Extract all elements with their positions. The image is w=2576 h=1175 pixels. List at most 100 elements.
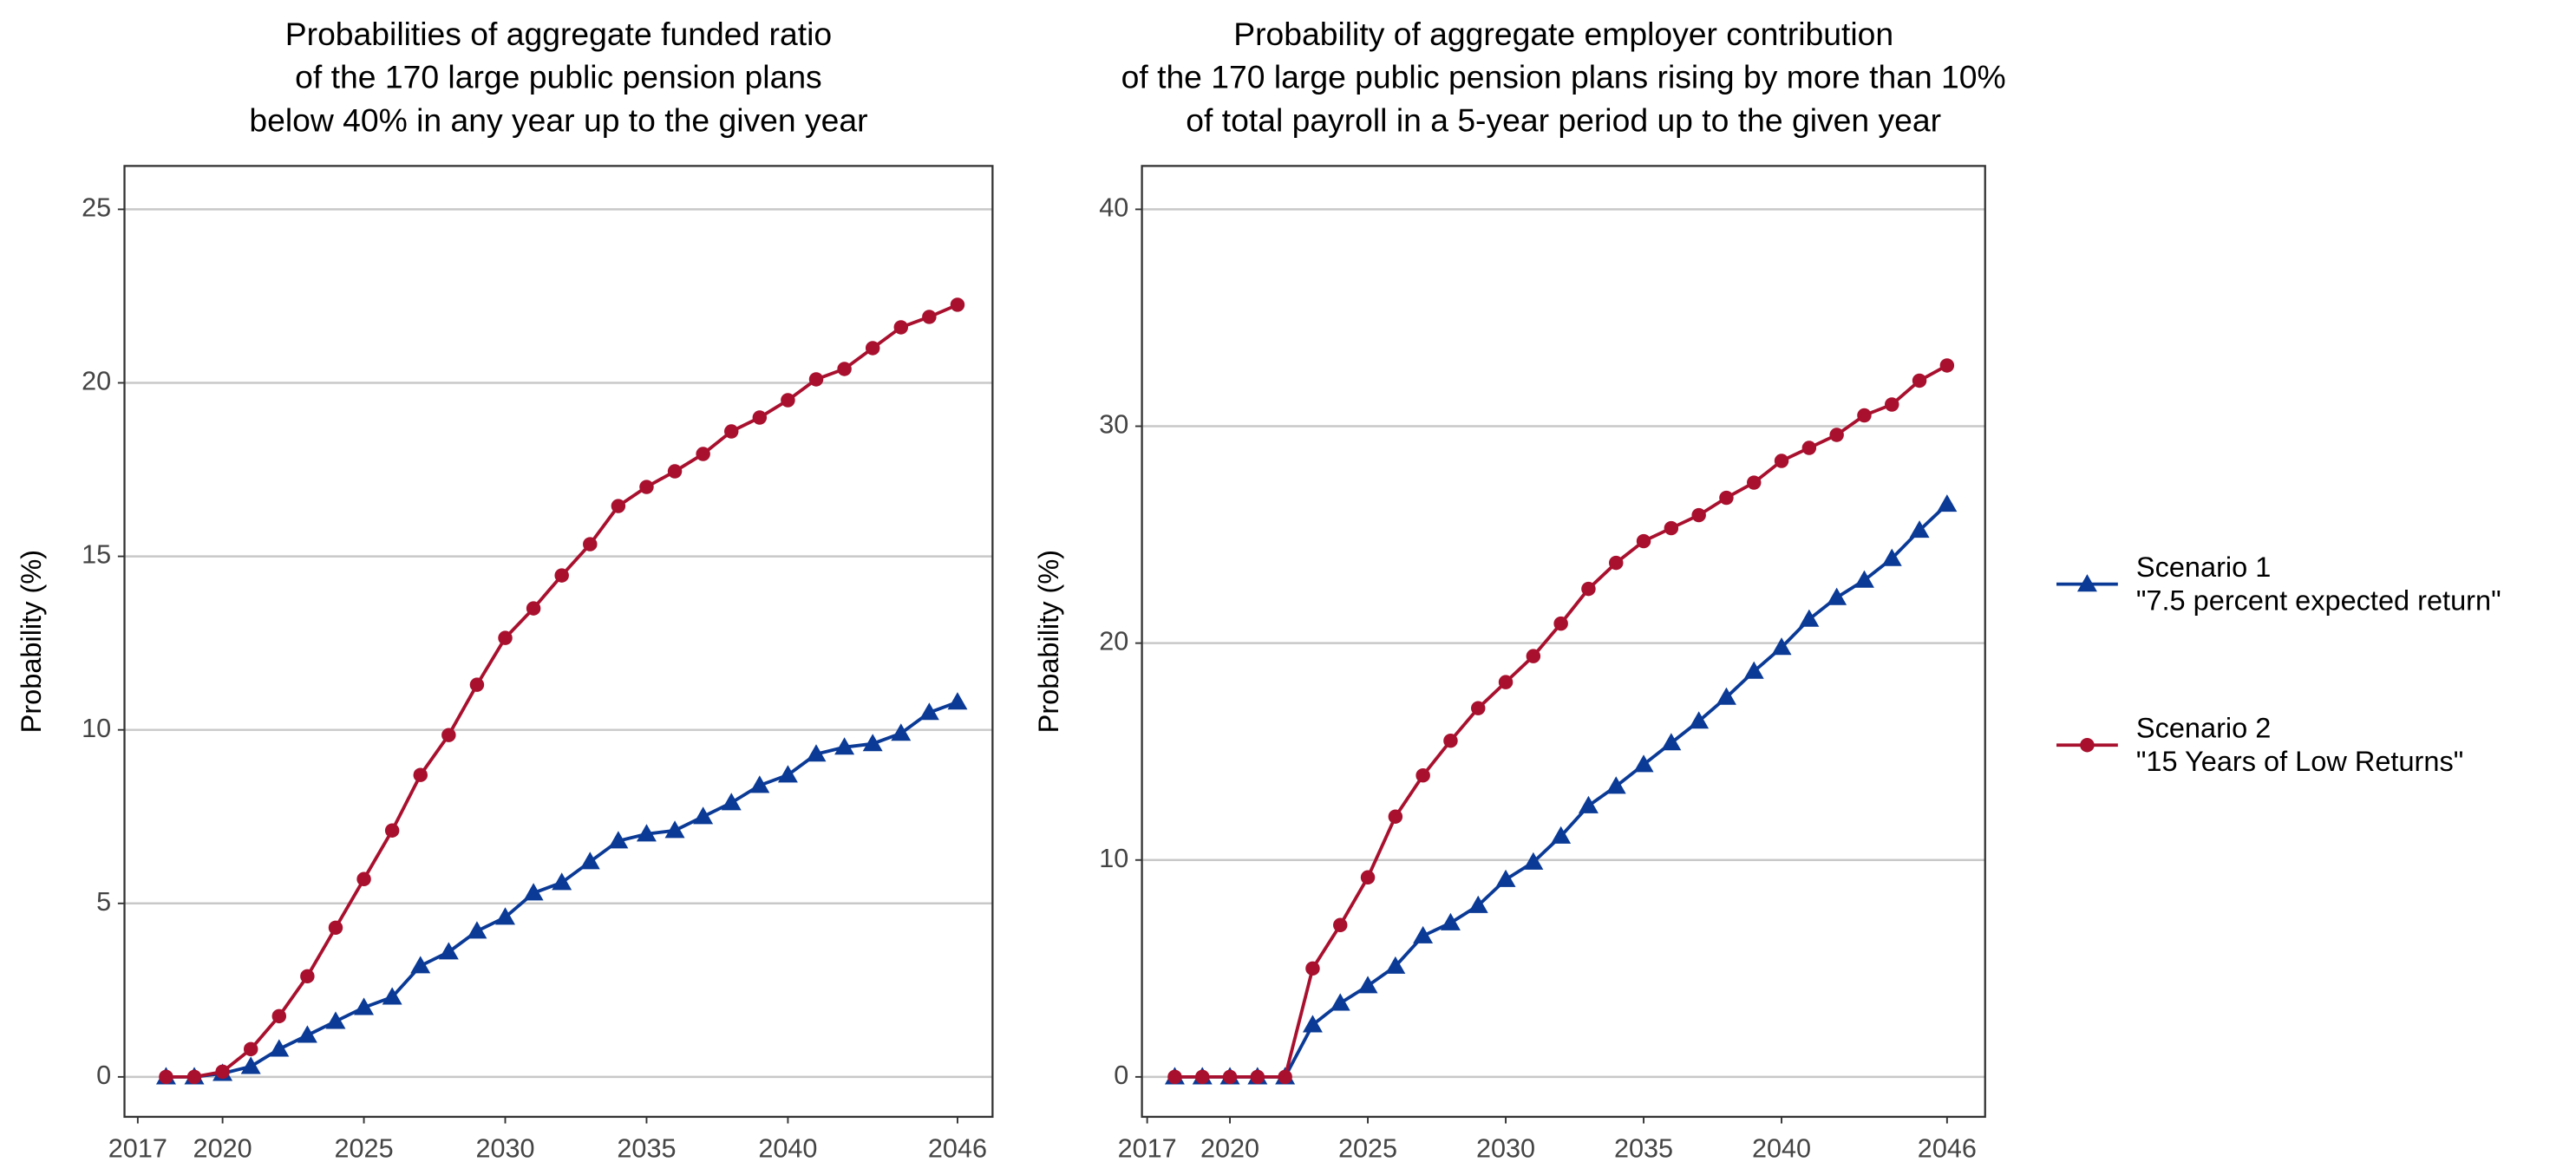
marker-circle bbox=[1388, 809, 1403, 824]
marker-circle bbox=[865, 341, 880, 356]
marker-circle bbox=[1636, 533, 1651, 549]
marker-triangle bbox=[1689, 711, 1710, 729]
marker-triangle bbox=[1854, 570, 1874, 588]
marker-circle bbox=[1278, 1069, 1292, 1085]
marker-triangle bbox=[1468, 895, 1488, 913]
y-tick-label: 0 bbox=[1114, 1061, 1128, 1090]
marker-triangle bbox=[1799, 609, 1820, 627]
marker-circle bbox=[922, 310, 937, 324]
marker-circle bbox=[271, 1009, 287, 1024]
marker-circle bbox=[1553, 616, 1568, 631]
marker-triangle bbox=[1827, 587, 1847, 605]
y-axis-title: Probability (%) bbox=[16, 550, 47, 733]
marker-triangle bbox=[523, 883, 544, 901]
marker-triangle bbox=[297, 1025, 317, 1043]
marker-circle bbox=[1443, 733, 1458, 748]
marker-circle bbox=[1167, 1069, 1182, 1085]
marker-circle bbox=[1526, 649, 1541, 663]
marker-circle bbox=[724, 424, 739, 439]
y-tick-label: 10 bbox=[82, 714, 111, 743]
marker-triangle bbox=[438, 942, 459, 960]
marker-circle bbox=[837, 362, 852, 376]
marker-circle bbox=[498, 630, 513, 645]
marker-triangle bbox=[1413, 925, 1434, 943]
marker-triangle bbox=[1633, 754, 1654, 773]
marker-circle bbox=[1333, 917, 1348, 933]
legend-label: Scenario 2 bbox=[2136, 713, 2271, 744]
x-tick-label: 2017 bbox=[1118, 1133, 1177, 1163]
marker-circle bbox=[1885, 397, 1899, 412]
marker-circle bbox=[159, 1069, 173, 1085]
chart-title: of total payroll in a 5-year period up t… bbox=[1186, 101, 1941, 138]
marker-triangle bbox=[834, 737, 855, 755]
marker-triangle bbox=[1716, 687, 1736, 705]
marker-circle bbox=[667, 464, 683, 479]
marker-triangle bbox=[806, 744, 827, 762]
x-tick-label: 2020 bbox=[1200, 1133, 1259, 1163]
series-line bbox=[1174, 503, 1949, 1079]
x-tick-label: 2030 bbox=[1476, 1133, 1535, 1163]
marker-triangle bbox=[1909, 520, 1930, 539]
marker-triangle bbox=[1605, 776, 1626, 794]
marker-triangle bbox=[777, 765, 798, 783]
plot-frame bbox=[1141, 165, 1986, 1119]
y-tick-label: 5 bbox=[96, 887, 111, 917]
marker-triangle bbox=[1551, 826, 1572, 844]
marker-triangle bbox=[552, 872, 572, 891]
marker-circle bbox=[781, 393, 795, 408]
marker-circle bbox=[1774, 454, 1789, 468]
marker-circle bbox=[1250, 1069, 1265, 1085]
marker-circle bbox=[1912, 373, 1927, 388]
marker-triangle bbox=[749, 775, 770, 793]
marker-circle bbox=[554, 568, 569, 583]
marker-circle bbox=[1581, 581, 1596, 597]
marker-triangle bbox=[1523, 852, 1544, 870]
marker-triangle bbox=[1385, 956, 1406, 974]
marker-circle bbox=[526, 601, 541, 616]
legend-description: "7.5 percent expected return" bbox=[2136, 584, 2501, 616]
marker-circle bbox=[950, 297, 965, 312]
marker-circle bbox=[1498, 675, 1514, 689]
marker-circle bbox=[1829, 428, 1844, 442]
marker-triangle bbox=[354, 997, 375, 1015]
y-tick-label: 0 bbox=[96, 1061, 111, 1090]
marker-circle bbox=[1305, 961, 1320, 976]
marker-triangle bbox=[608, 831, 629, 849]
marker-circle bbox=[1747, 475, 1762, 490]
marker-circle bbox=[1471, 701, 1486, 715]
marker-triangle bbox=[410, 956, 431, 974]
plot-frame bbox=[123, 165, 994, 1119]
x-tick-label: 2025 bbox=[335, 1133, 394, 1163]
marker-triangle bbox=[1495, 869, 1516, 887]
x-tick-label: 2020 bbox=[193, 1133, 252, 1163]
marker-triangle bbox=[1771, 637, 1792, 656]
marker-circle bbox=[808, 372, 824, 387]
marker-circle bbox=[413, 767, 428, 782]
marker-triangle bbox=[1661, 733, 1682, 751]
y-tick-label: 40 bbox=[1099, 193, 1128, 222]
marker-circle bbox=[1801, 441, 1817, 455]
y-tick-label: 10 bbox=[1099, 844, 1128, 873]
x-tick-label: 2046 bbox=[1918, 1133, 1977, 1163]
series-line bbox=[1174, 363, 1948, 1079]
marker-triangle bbox=[693, 806, 714, 825]
marker-circle bbox=[300, 969, 315, 984]
marker-triangle bbox=[382, 987, 402, 1005]
marker-triangle bbox=[1881, 548, 1902, 566]
marker-triangle bbox=[2076, 574, 2097, 592]
marker-circle bbox=[469, 677, 485, 692]
y-tick-label: 30 bbox=[1099, 410, 1128, 440]
x-tick-label: 2025 bbox=[1338, 1133, 1397, 1163]
marker-triangle bbox=[664, 820, 685, 839]
x-tick-label: 2035 bbox=[1614, 1133, 1673, 1163]
marker-triangle bbox=[636, 824, 657, 842]
marker-triangle bbox=[579, 852, 600, 870]
y-axis-title: Probability (%) bbox=[1033, 550, 1064, 733]
marker-circle bbox=[893, 320, 909, 335]
marker-triangle bbox=[919, 702, 939, 721]
marker-circle bbox=[1691, 507, 1706, 523]
marker-triangle bbox=[1440, 912, 1461, 930]
marker-circle bbox=[243, 1041, 258, 1057]
marker-circle bbox=[696, 447, 710, 461]
